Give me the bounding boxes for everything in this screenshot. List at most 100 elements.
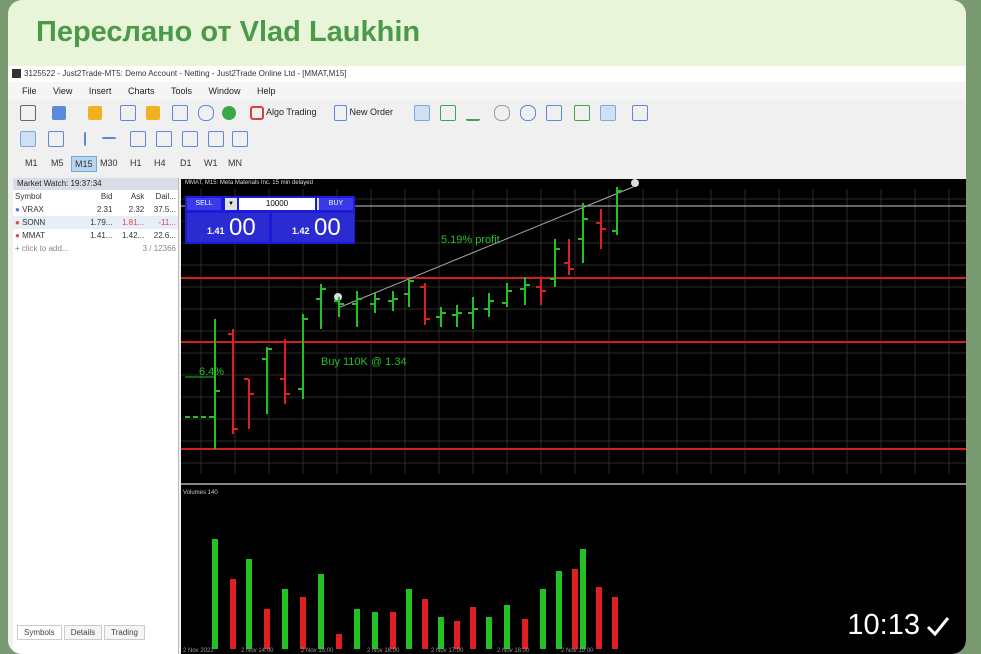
shapes-icon[interactable] (232, 129, 248, 147)
chart-shift-icon[interactable] (600, 103, 616, 121)
menu-item-tools[interactable]: Tools (170, 86, 192, 96)
timeframe-h4[interactable]: H4 (154, 158, 166, 168)
timeframe-d1[interactable]: D1 (180, 158, 192, 168)
menu-item-window[interactable]: Window (208, 86, 241, 96)
ask-value: 1.42... (121, 231, 145, 240)
ask-value: 1.81... (121, 218, 145, 227)
timeframe-m15[interactable]: M15 (71, 156, 97, 172)
symbol-name: SONN (22, 218, 46, 227)
time-axis-label: 2 Nov 2022 (183, 648, 214, 654)
volume-bar (580, 549, 586, 649)
globe-icon[interactable] (222, 103, 236, 121)
timeframe-mn[interactable]: MN (228, 158, 242, 168)
lock-icon[interactable] (146, 103, 160, 121)
table-row[interactable]: ● VRAX 2.31 2.32 37.5... (13, 203, 178, 216)
volume-bar (470, 607, 476, 649)
profiles-icon[interactable] (52, 103, 66, 121)
column-bid[interactable]: Bid (100, 192, 113, 201)
symbol-dot-icon: ● (15, 218, 20, 227)
chart-header: MMAT, M15: Meta Materials Inc. 15 min de… (185, 180, 313, 186)
percent-annotation: 6.4% (199, 366, 224, 378)
chart-canvas[interactable]: MMAT, M15: Meta Materials Inc. 15 min de… (181, 179, 966, 654)
volume-input[interactable]: 10000 (239, 198, 315, 210)
zoom-out-icon[interactable] (520, 103, 536, 121)
signal-icon[interactable] (172, 103, 188, 121)
bar-chart-icon[interactable] (414, 103, 430, 121)
table-row[interactable]: ● MMAT 1.41... 1.42... 22.6... (13, 229, 178, 242)
chart-type-icon[interactable] (20, 103, 36, 121)
time-axis-label: 2 Nov 15:00 (301, 648, 334, 654)
horizontal-line-icon[interactable] (102, 129, 116, 147)
tab-details[interactable]: Details (63, 625, 103, 640)
time-axis-label: 2 Nov 17:00 (431, 648, 464, 654)
menu-item-file[interactable]: File (22, 86, 37, 96)
folder-icon[interactable] (88, 103, 102, 121)
tile-icon[interactable] (120, 103, 136, 121)
volume-bar (438, 617, 444, 649)
menu-bar: File View Insert Charts Tools Window Hel… (8, 82, 966, 100)
cursor-icon[interactable] (20, 129, 36, 147)
one-click-trading-panel: SELL ▼ 10000 BUY 1.41 00 1.42 00 (185, 196, 355, 244)
screenshot-icon[interactable] (632, 103, 648, 121)
fibonacci-icon[interactable] (182, 129, 198, 147)
symbol-dot-icon: ● (15, 205, 20, 214)
time-axis-label: 2 Nov 18:00 (497, 648, 530, 654)
zoom-in-icon[interactable] (494, 103, 510, 121)
volume-bar (504, 605, 510, 649)
app-icon (12, 69, 21, 79)
timeframe-m5[interactable]: M5 (51, 158, 64, 168)
tab-symbols[interactable]: Symbols (17, 625, 62, 640)
line-chart-icon[interactable] (466, 103, 480, 121)
column-symbol[interactable]: Symbol (15, 192, 42, 201)
menu-item-insert[interactable]: Insert (88, 86, 112, 96)
ask-price-button[interactable]: 1.42 00 (272, 213, 354, 242)
time-axis-label: 2 Nov 19:00 (561, 648, 594, 654)
volume-down-icon[interactable]: ▼ (225, 198, 237, 210)
volume-bar (372, 612, 378, 649)
algo-trading-button[interactable]: Algo Trading (250, 103, 317, 121)
timeframe-m1[interactable]: M1 (25, 158, 38, 168)
toolbar-drawing (8, 126, 966, 150)
menu-item-view[interactable]: View (53, 86, 73, 96)
autoscroll-icon[interactable] (574, 103, 590, 121)
message-bubble: Переслано от Vlad Laukhin 3125522 - Just… (8, 0, 966, 654)
bid-value: 2.31 (96, 205, 113, 214)
crosshair-icon[interactable] (48, 129, 64, 147)
volume-bar (596, 587, 602, 649)
volume-bar (556, 571, 562, 649)
volume-bar (522, 619, 528, 649)
timeframe-w1[interactable]: W1 (204, 158, 218, 168)
buy-button[interactable]: BUY (319, 198, 353, 210)
price-chart[interactable]: MMAT, M15: Meta Materials Inc. 15 min de… (181, 179, 966, 654)
market-icon[interactable] (198, 103, 214, 121)
bid-price-small: 1.41 (207, 226, 225, 236)
tab-trading[interactable]: Trading (104, 625, 145, 640)
forwarded-from-label[interactable]: Переслано от Vlad Laukhin (36, 16, 421, 48)
timeframe-h1[interactable]: H1 (130, 158, 142, 168)
sell-button[interactable]: SELL (187, 198, 221, 210)
menu-item-charts[interactable]: Charts (127, 86, 155, 96)
time-axis-label: 2 Nov 16:00 (367, 648, 400, 654)
volume-bar (454, 621, 460, 649)
menu-item-help[interactable]: Help (257, 86, 276, 96)
column-daily[interactable]: Dail... (155, 192, 176, 201)
bid-value: 1.79... (90, 218, 113, 227)
screenshot-image[interactable]: 3125522 - Just2Trade-MT5: Demo Account -… (8, 66, 966, 654)
timeframe-m30[interactable]: M30 (100, 158, 118, 168)
bid-price-big: 00 (229, 214, 256, 241)
trendline-icon[interactable] (130, 129, 146, 147)
candles-icon[interactable] (440, 103, 456, 121)
channel-icon[interactable] (156, 129, 172, 147)
symbol-dot-icon: ● (15, 231, 20, 240)
column-ask[interactable]: Ask (130, 192, 145, 201)
add-symbol-row[interactable]: + click to add... 3 / 12366 (13, 242, 178, 255)
bid-price-button[interactable]: 1.41 00 (187, 213, 269, 242)
volume-bar (212, 539, 218, 649)
new-order-button[interactable]: New Order (334, 103, 393, 121)
window-titlebar: 3125522 - Just2Trade-MT5: Demo Account -… (8, 66, 966, 82)
table-row[interactable]: ● SONN 1.79... 1.81... -11... (13, 216, 178, 229)
text-icon[interactable] (208, 129, 224, 147)
vertical-line-icon[interactable] (78, 129, 88, 147)
volume-bar (264, 609, 270, 649)
grid-icon[interactable] (546, 103, 562, 121)
